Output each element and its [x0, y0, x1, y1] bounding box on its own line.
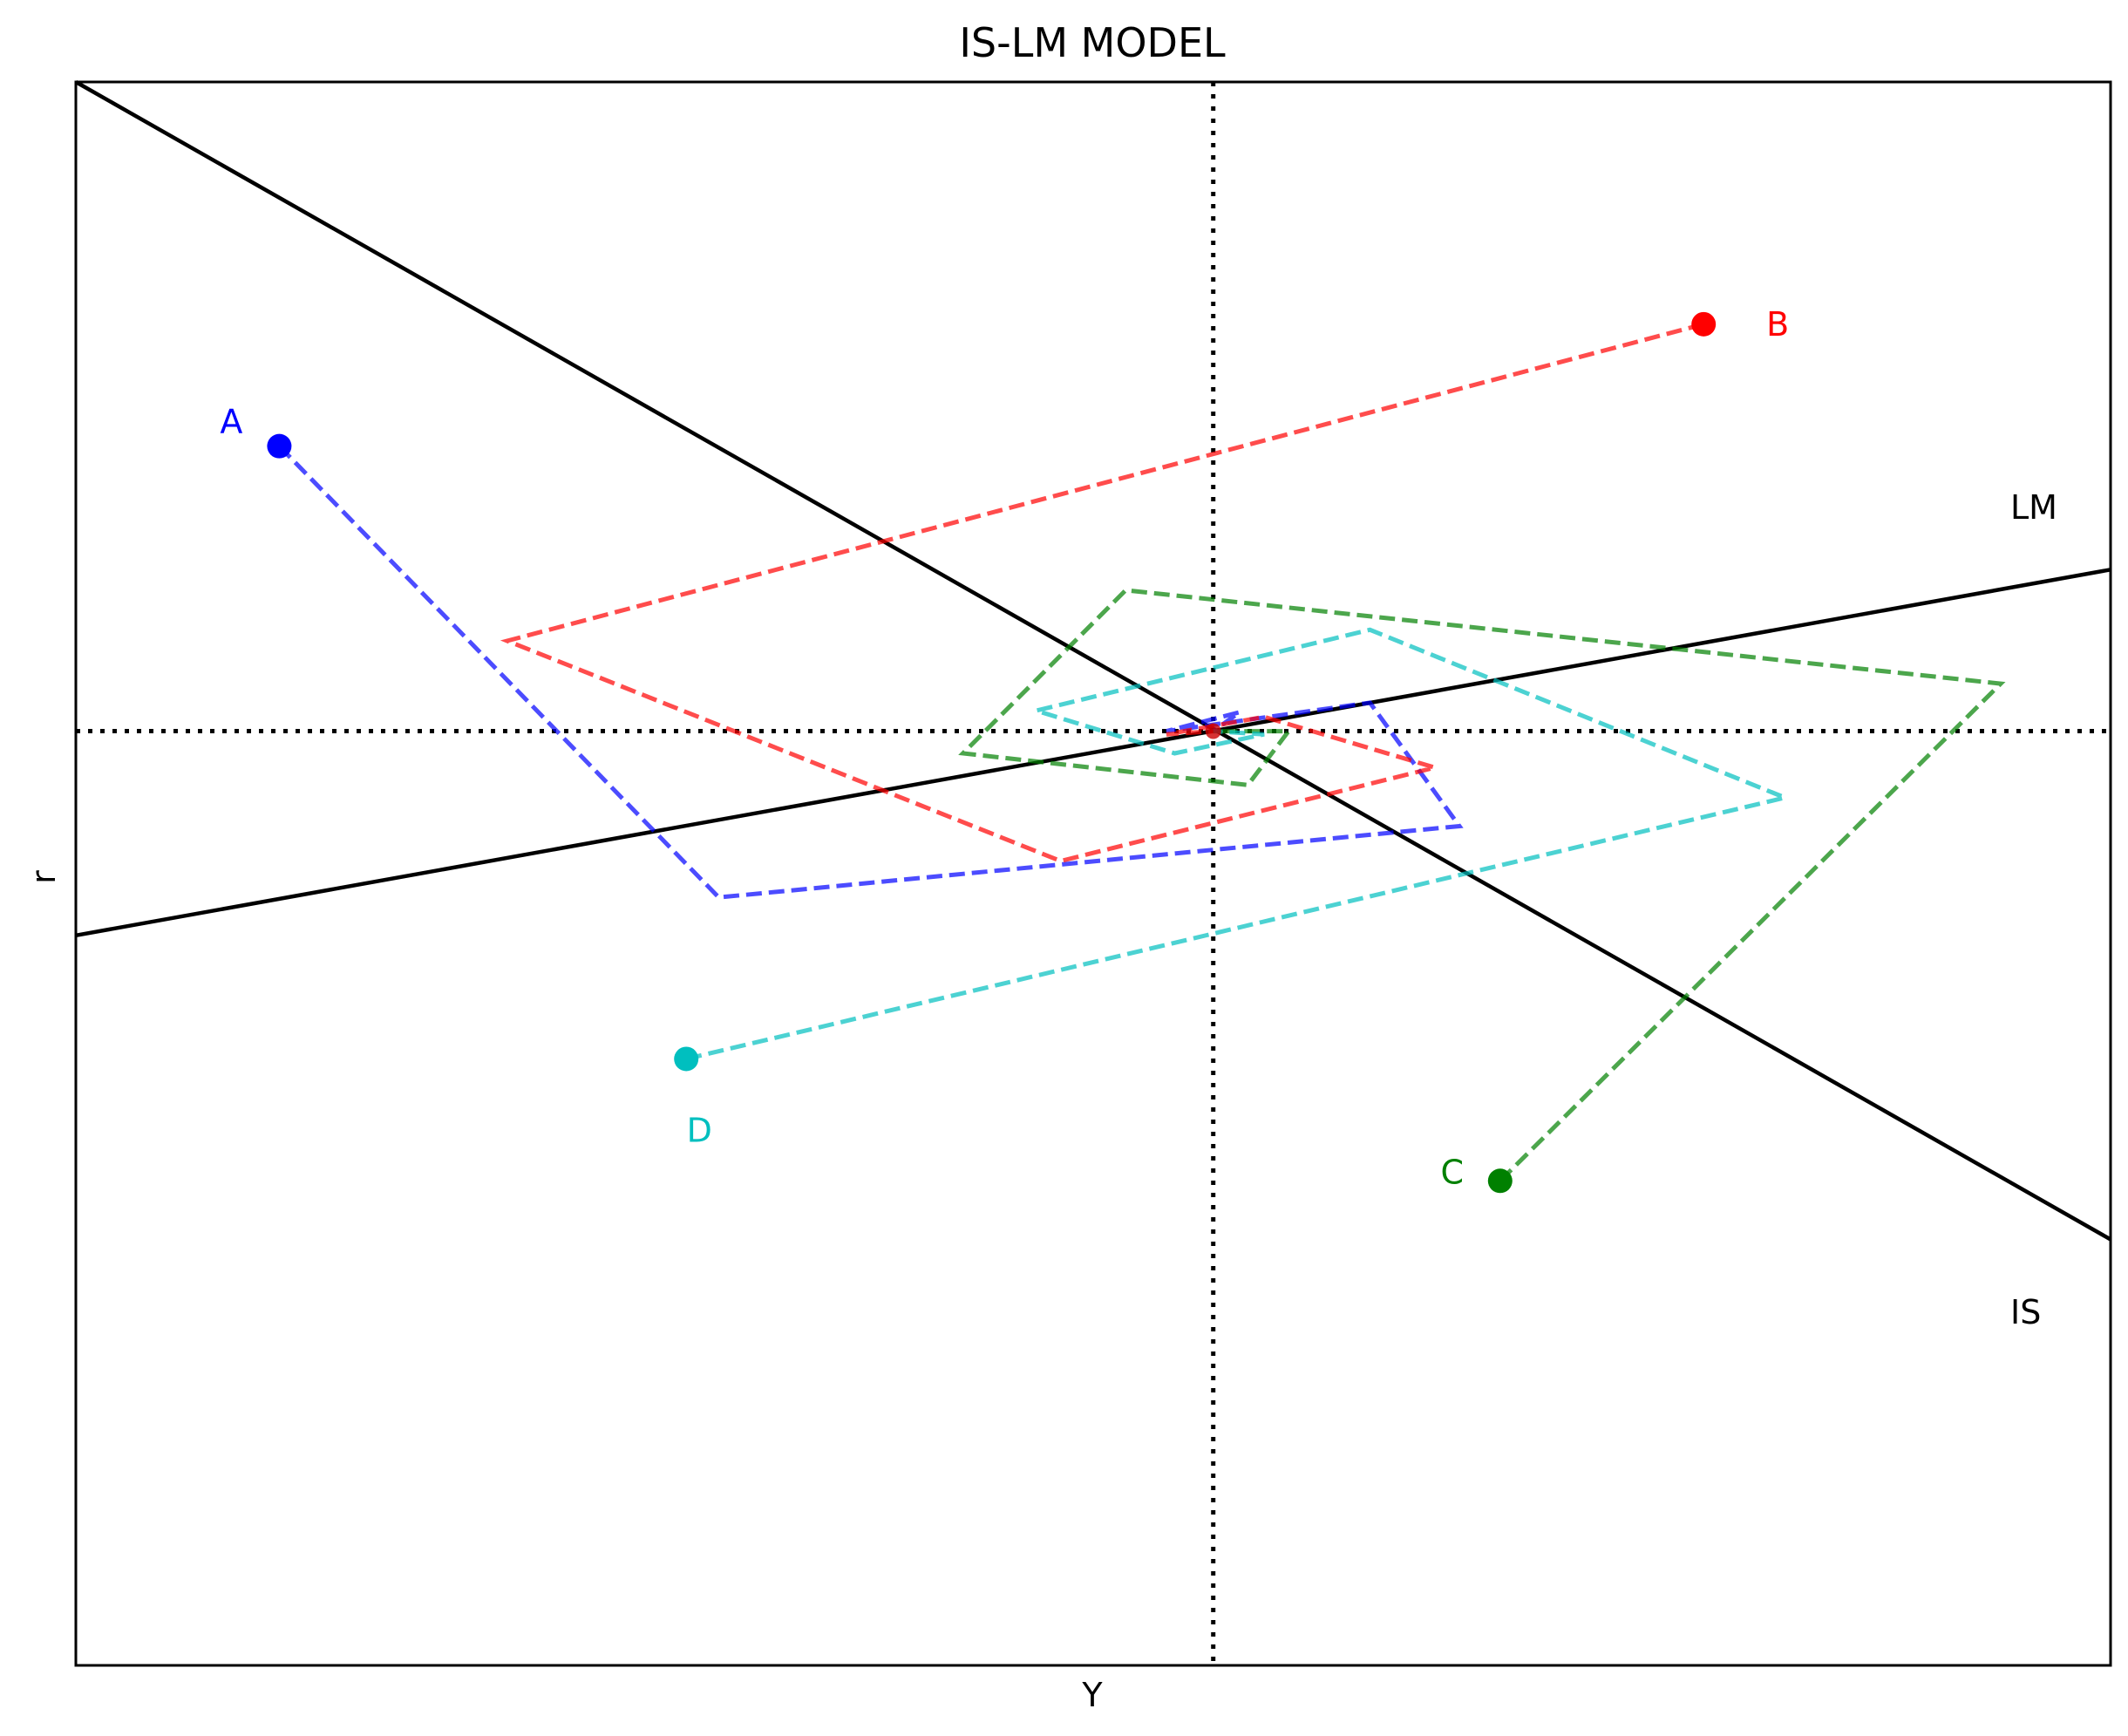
path-c: [958, 588, 2006, 1183]
start-point-a: [267, 433, 292, 459]
x-axis-label: Y: [1081, 1676, 1103, 1714]
y-axis-label: r: [24, 870, 63, 884]
path-a: [277, 444, 1464, 900]
start-label-b: B: [1766, 305, 1789, 344]
chart-title: IS-LM MODEL: [959, 19, 1226, 66]
path-b: [500, 322, 1704, 864]
plot-frame: [74, 80, 2112, 1667]
start-label-d: D: [687, 1111, 712, 1149]
plot-area: IS LM A B C D: [74, 80, 2112, 1667]
lm-curve-label: LM: [2010, 488, 2057, 527]
start-point-c: [1487, 1168, 1513, 1194]
start-label-c: C: [1441, 1153, 1465, 1191]
start-point-b: [1691, 311, 1717, 337]
lm-curve: [75, 568, 2111, 938]
is-curve: [74, 80, 2112, 1242]
start-point-d: [674, 1046, 699, 1072]
path-d: [685, 627, 1792, 1061]
start-label-a: A: [220, 403, 242, 441]
equilibrium-point: [1205, 723, 1221, 739]
is-curve-label: IS: [2010, 1293, 2041, 1331]
